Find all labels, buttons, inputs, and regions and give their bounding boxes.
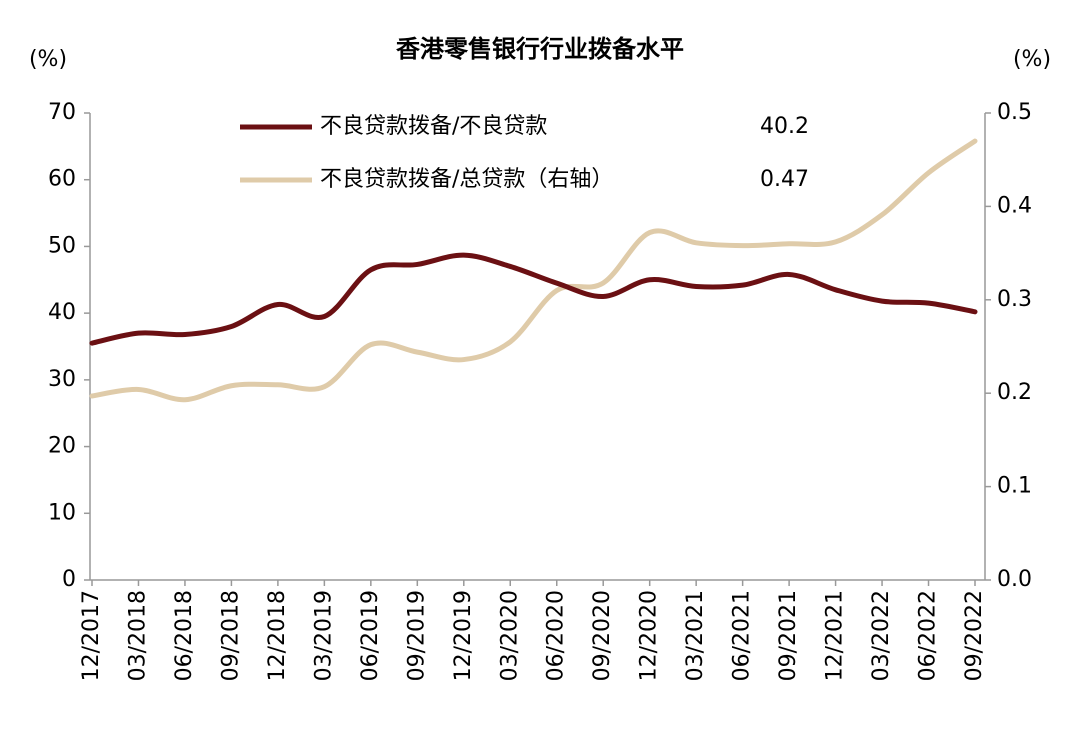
x-tick-label: 06/2018 [172,590,197,681]
x-tick-label: 09/2022 [962,590,987,681]
x-tick-label: 06/2022 [916,590,941,681]
legend-label: 不良贷款拨备/总贷款（右轴） [320,167,613,192]
y2-tick-label: 0.1 [997,474,1032,499]
x-tick-label: 12/2018 [265,590,290,681]
x-tick-label: 03/2019 [311,590,336,681]
x-tick-label: 09/2019 [404,590,429,681]
line-series [89,138,978,403]
y-tick-label: 70 [48,100,76,125]
legend-value: 40.2 [760,114,809,139]
chart-title: 香港零售银行行业拨备水平 [396,35,684,63]
x-tick-label: 03/2018 [125,590,150,681]
y-tick-label: 20 [48,434,76,459]
y-tick-label: 10 [48,500,76,525]
x-tick-label: 09/2020 [590,590,615,681]
x-tick-label: 09/2018 [218,590,243,681]
x-tick-label: 03/2021 [683,590,708,681]
y-tick-label: 50 [48,233,76,258]
x-tick-label: 03/2022 [869,590,894,681]
y2-tick-label: 0.4 [997,193,1032,218]
x-tick-label: 09/2021 [776,590,801,681]
x-tick-label: 06/2021 [730,590,755,681]
line-series [89,252,978,346]
y-axis-label: (%) [29,47,67,72]
y2-tick-label: 0.3 [997,287,1032,312]
x-tick-label: 12/2021 [823,590,848,681]
y2-tick-label: 0.5 [997,100,1032,125]
x-tick-label: 03/2020 [497,590,522,681]
y-tick-label: 40 [48,300,76,325]
x-tick-label: 12/2020 [637,590,662,681]
x-tick-label: 06/2020 [544,590,569,681]
y-tick-label: 60 [48,167,76,192]
y-tick-label: 0 [62,567,76,592]
legend-value: 0.47 [760,167,809,192]
x-tick-label: 12/2017 [79,590,104,681]
y-tick-label: 30 [48,367,76,392]
legend-label: 不良贷款拨备/不良贷款 [320,114,547,139]
y2-axis-label: (%) [1013,47,1051,72]
x-tick-label: 06/2019 [358,590,383,681]
y2-tick-label: 0.0 [997,567,1032,592]
y2-tick-label: 0.2 [997,380,1032,405]
x-tick-label: 12/2019 [451,590,476,681]
